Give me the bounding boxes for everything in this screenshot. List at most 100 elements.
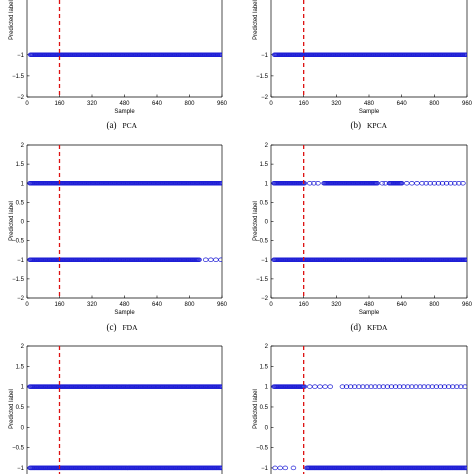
y-tick-label: 0 [265,425,269,431]
data-point [464,257,467,262]
chart-panel: −1 −0.5 0 0.5 1 1.5 2 Predicted label [253,344,468,474]
y-tick-label: 0.5 [260,405,269,411]
data-point [384,384,391,389]
data-point [382,181,389,186]
x-tick-label: 480 [364,302,375,308]
y-tick-label: 0 [21,220,25,226]
data-point [218,257,222,262]
panel-caption-name: KPCA [367,121,388,130]
x-tick-label: 0 [269,101,273,107]
x-tick-label: 480 [119,101,130,107]
data-point [409,181,415,186]
data-point [427,181,434,186]
markers-group [27,384,222,471]
y-tick-label: −1 [17,466,25,472]
data-point [277,465,283,471]
markers-group [27,181,222,263]
x-tick-label: 480 [119,302,130,308]
x-tick-label: 480 [364,101,375,107]
data-point [404,181,410,186]
y-tick-label: −2 [261,95,269,101]
data-point [343,384,350,389]
y-tick-label: 0 [21,425,25,431]
data-point [351,384,358,389]
y-tick-label: −0.5 [12,446,25,452]
y-tick-label: 1 [21,181,25,187]
data-point [405,384,411,389]
data-point [208,257,214,263]
chart-panel: −2 −1.5 −1 0 160 320 480 640 800 960 Sample Predict… [9,0,228,130]
markers-group [271,384,467,471]
x-tick-label: 640 [397,302,408,308]
y-tick-label: 1.5 [260,364,269,370]
data-point [360,384,366,389]
y-tick-label: −0.5 [12,239,25,245]
y-tick-label: 2 [21,344,25,350]
y-axis-label: Predicted label [253,389,259,429]
y-axis-label: Predicted label [253,0,259,40]
data-point [347,384,354,389]
y-tick-label: −1 [17,53,25,59]
data-point [219,181,222,186]
panel-caption-letter: (a) [107,120,117,130]
y-axis-label: Predicted label [9,0,15,40]
y-tick-label: 1.5 [16,364,25,370]
panel-caption-name: PCA [123,121,138,130]
data-point [392,384,399,389]
data-point [339,384,346,389]
data-point [443,181,450,186]
data-point [213,257,219,263]
data-point [203,257,209,263]
y-tick-label: −2 [17,296,25,302]
x-tick-label: 960 [217,101,228,107]
data-point [372,384,378,389]
data-point [464,465,467,471]
data-point [196,257,202,263]
y-tick-label: −1 [261,53,269,59]
data-point [219,465,222,471]
data-point [219,384,222,389]
data-point [376,384,382,389]
markers-group [271,52,467,57]
data-point [460,181,466,186]
y-axis-label: Predicted label [253,201,259,241]
x-axis-label: Sample [114,310,135,316]
chart-panel: −2 −1.5 −1 0 160 320 480 640 800 960 Sample Predict… [253,0,473,130]
y-tick-label: 1.5 [16,162,25,168]
panel-caption-name: KFDA [367,323,388,332]
x-tick-label: 0 [25,302,29,308]
y-tick-label: 0.5 [16,405,25,411]
data-point [419,181,425,186]
x-axis-label: Sample [359,109,380,115]
chart-panel: −2 −1.5 −1 −0.5 0 0.5 1 1.5 2 0 160 320 480 640 800 960… [253,143,473,332]
y-tick-label: 1 [265,181,269,187]
x-tick-label: 320 [87,302,98,308]
x-tick-label: 160 [54,302,65,308]
y-axis-label: Predicted label [9,201,15,241]
y-tick-label: −0.5 [256,239,269,245]
x-tick-label: 800 [429,302,440,308]
x-tick-label: 800 [184,302,195,308]
y-tick-label: −2 [17,95,25,101]
data-point [315,181,321,186]
data-point [413,384,419,389]
y-tick-label: −1 [261,258,269,264]
data-point [463,52,467,57]
data-point [456,181,462,186]
y-tick-label: 2 [21,143,25,149]
data-point [396,384,403,389]
x-tick-label: 0 [269,302,273,308]
x-axis-label: Sample [359,310,380,316]
data-point [458,384,464,389]
data-point [364,384,370,389]
data-point [307,181,313,186]
x-axis-label: Sample [114,109,135,115]
data-point [449,384,456,389]
panel-caption-letter: (b) [351,120,362,130]
y-tick-label: 2 [265,344,269,350]
data-point [439,181,446,186]
data-point [379,181,386,186]
data-point [435,181,442,186]
markers-group [27,52,222,57]
